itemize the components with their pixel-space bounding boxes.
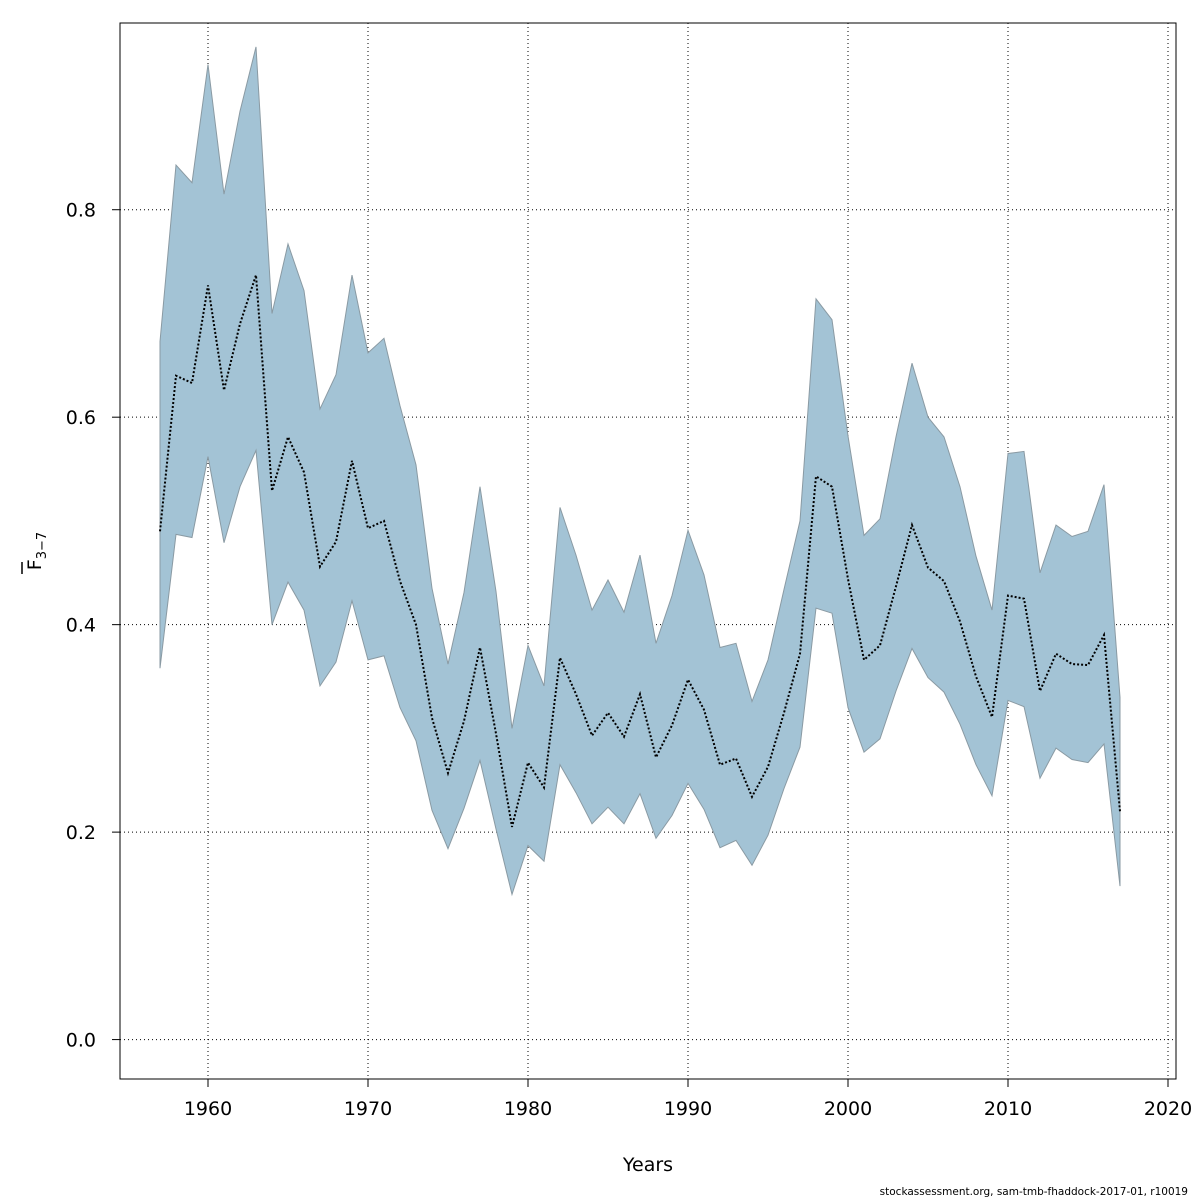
y-tick-label: 0.8 (66, 200, 96, 222)
y-axis-title-text: F3−7 (24, 532, 50, 570)
y-axis-title-main: F (24, 559, 46, 570)
y-tick-label: 0.2 (66, 822, 96, 844)
y-axis-title-subscript: 3−7 (35, 532, 50, 559)
x-tick-label: 1960 (184, 1098, 232, 1120)
confidence-band (159, 46, 1121, 897)
x-tick-label: 1980 (504, 1098, 552, 1120)
y-axis-title: F3−7 (21, 532, 50, 574)
x-tick-label: 1990 (664, 1098, 712, 1120)
y-tick-label: 0.0 (66, 1030, 96, 1052)
x-tick-label: 1970 (344, 1098, 392, 1120)
x-axis-title: Years (622, 1154, 673, 1176)
x-tick-label: 2020 (1144, 1098, 1192, 1120)
footer-credit: stockassessment.org, sam-tmb-fhaddock-20… (879, 1186, 1188, 1198)
x-tick-label: 2000 (824, 1098, 872, 1120)
y-tick-label: 0.4 (66, 615, 96, 637)
estimate-line (159, 274, 1121, 828)
x-tick-label: 2010 (984, 1098, 1032, 1120)
y-tick-label: 0.6 (66, 407, 96, 429)
y-axis: 0.0 0.2 0.4 0.6 0.8 (66, 200, 121, 1052)
x-axis: 1960 1970 1980 1990 2000 2010 2020 (184, 1078, 1192, 1120)
